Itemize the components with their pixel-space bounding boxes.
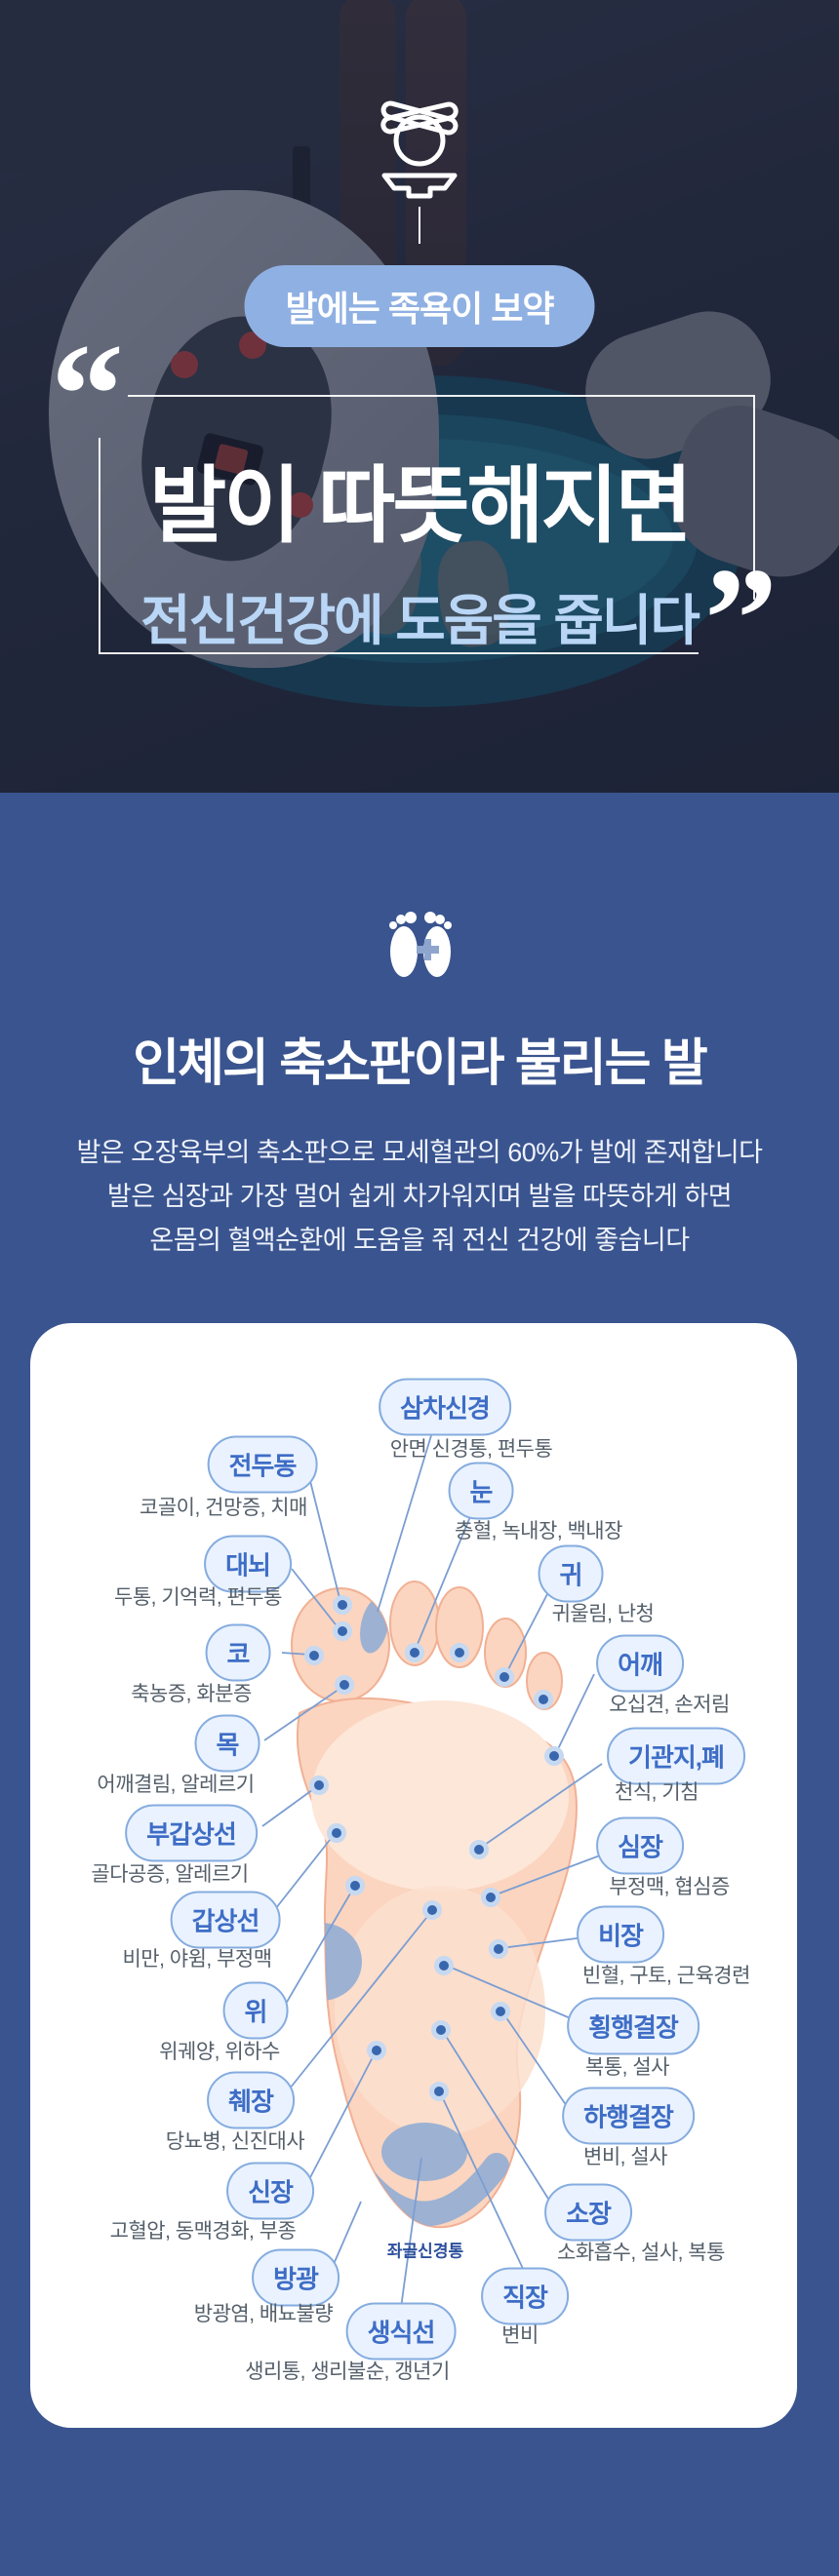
paragraph-line: 발은 오장육부의 축소판으로 모세혈관의 60%가 발에 존재합니다	[76, 1138, 763, 1167]
organ-label-trigeminal: 삼차신경	[379, 1378, 511, 1436]
foot-reflexology-diagram: 삼차신경 안면 신경통, 편두통 전두동 코골이, 건망증, 치매 눈 충혈, …	[30, 1323, 797, 2428]
organ-caption: 코골이, 건망증, 치매	[140, 1497, 307, 1519]
organ-caption: 소화흡수, 설사, 복통	[557, 2242, 725, 2264]
close-quote-mark: ”	[704, 538, 778, 700]
pressure-point-dot	[429, 2082, 449, 2101]
organ-label-rectum: 직장	[481, 2267, 569, 2325]
feet-icon	[389, 912, 452, 977]
plus-cross-icon	[417, 939, 439, 960]
section-title: 인체의 축소판이라 불리는 발	[133, 1035, 707, 1092]
organ-label-small-intestine: 소장	[544, 2183, 632, 2242]
organ-caption: 변비, 설사	[583, 2146, 667, 2168]
organ-label-heart: 심장	[596, 1816, 684, 1875]
organ-label-stomach: 위	[222, 1981, 289, 2040]
organ-caption: 위궤양, 위하수	[159, 2041, 280, 2063]
organ-label-spleen: 비장	[577, 1905, 664, 1964]
organ-caption: 천식, 기침	[615, 1781, 699, 1804]
section-paragraph: 발은 오장육부의 축소판으로 모세혈관의 60%가 발에 존재합니다 발은 심장…	[0, 1131, 839, 1263]
pressure-point-dot	[405, 1643, 424, 1662]
pressure-point-dot	[304, 1646, 324, 1665]
organ-label-transverse-colon: 횡행결장	[567, 1997, 699, 2055]
paragraph-line: 온몸의 혈액순환에 도움을 줘 전신 건강에 좋습니다	[149, 1226, 690, 1255]
quote-frame	[99, 395, 755, 654]
organ-caption: 부정맥, 협심증	[609, 1876, 730, 1898]
gonad-heel-zone	[381, 2123, 467, 2181]
organ-label-neck: 목	[194, 1714, 260, 1773]
organ-caption: 변비	[501, 2324, 539, 2347]
organ-label-ear: 귀	[538, 1544, 604, 1603]
open-quote-mark: “	[51, 314, 124, 476]
organ-label-kidney: 신장	[226, 2162, 314, 2220]
organ-label-gonad: 생식선	[345, 2302, 457, 2361]
organ-caption: 어깨결림, 알레르기	[97, 1774, 255, 1796]
pressure-point-dot	[534, 1690, 553, 1709]
organ-caption: 생리통, 생리불순, 갱년기	[245, 2361, 450, 2383]
ball-highlight	[311, 1700, 569, 1892]
quote-subtitle: 전신건강에 도움을 줍니다	[140, 590, 700, 651]
organ-caption: 방광염, 배뇨불량	[193, 2303, 334, 2325]
hero-photo: 발에는 족욕이 보약 “ ” 발이 따뜻해지면 전신건강에 도움을 줍니다	[0, 0, 839, 793]
pressure-point-dot	[495, 1667, 514, 1687]
vertical-divider	[419, 207, 420, 244]
organ-caption: 비만, 야윔, 부정맥	[122, 1948, 272, 1971]
frame-line-bottom	[99, 652, 699, 654]
foot-illustration	[261, 1431, 609, 2309]
pressure-point-dot	[489, 1939, 508, 1959]
pressure-point-dot	[450, 1643, 469, 1662]
frame-line-top	[128, 395, 755, 397]
pressure-point-dot	[422, 1900, 442, 1920]
hero-content: 발에는 족욕이 보약 “ ” 발이 따뜻해지면 전신건강에 도움을 줍니다	[0, 0, 839, 793]
organ-label-bronchus-lung: 기관지,폐	[607, 1727, 745, 1785]
organ-caption: 복통, 설사	[585, 2056, 669, 2079]
medicine-bowl-icon	[380, 100, 459, 199]
pressure-point-dot	[309, 1776, 329, 1795]
organ-label-bladder: 방광	[252, 2248, 340, 2307]
pressure-point-dot	[333, 1595, 352, 1615]
pressure-point-dot	[333, 1621, 352, 1641]
pressure-point-dot	[481, 1888, 500, 1907]
pressure-point-dot	[434, 1956, 454, 1975]
pressure-point-dot	[491, 2002, 510, 2021]
pressure-point-dot	[327, 1823, 346, 1843]
organ-label-descending-colon: 하행결장	[562, 2087, 695, 2145]
organ-label-eye: 눈	[448, 1462, 514, 1520]
pressure-point-dot	[431, 2020, 451, 2040]
organ-caption: 축농증, 화분증	[131, 1683, 252, 1705]
organ-caption: 충혈, 녹내장, 백내장	[455, 1520, 622, 1542]
quote-title: 발이 따뜻해지면	[149, 459, 693, 553]
stomach-zone	[292, 1923, 362, 2001]
organ-caption: 고혈압, 동맥경화, 부종	[109, 2220, 297, 2243]
organ-caption: 두통, 기억력, 편두통	[114, 1586, 282, 1609]
frame-line-left	[99, 438, 100, 654]
frame-line-right	[753, 395, 755, 600]
organ-label-parathyroid: 부갑상선	[125, 1804, 258, 1862]
sciatica-label: 좌골신경통	[386, 2242, 464, 2261]
organ-caption: 골다공증, 알레르기	[91, 1863, 249, 1886]
organ-label-shoulder: 어깨	[596, 1634, 684, 1693]
toe-4	[484, 1618, 527, 1688]
organ-label-thyroid: 갑상선	[170, 1891, 281, 1949]
organ-caption: 오십견, 손저림	[609, 1694, 730, 1716]
pressure-point-dot	[469, 1840, 489, 1859]
organ-label-nose: 코	[205, 1623, 271, 1682]
connector-lines	[261, 1431, 609, 2309]
toe-3	[435, 1586, 484, 1668]
organ-label-frontal-sinus: 전두동	[207, 1435, 318, 1494]
paragraph-line: 발은 심장과 가장 멀어 쉽게 차가워지며 발을 따뜻하게 하면	[106, 1182, 733, 1211]
organ-label-cerebrum: 대뇌	[204, 1535, 292, 1593]
organ-caption: 당뇨병, 신진대사	[165, 2130, 305, 2153]
pressure-point-dot	[335, 1675, 354, 1695]
pressure-point-dots	[304, 1595, 564, 2101]
organ-caption: 귀울림, 난청	[551, 1603, 655, 1625]
pressure-point-dot	[544, 1746, 564, 1766]
organ-caption: 빈혈, 구토, 근육경련	[582, 1965, 750, 1987]
reflexology-card: 삼차신경 안면 신경통, 편두통 전두동 코골이, 건망증, 치매 눈 충혈, …	[30, 1323, 797, 2428]
hero-badge: 발에는 족욕이 보약	[244, 265, 595, 347]
pressure-point-dot	[345, 1876, 365, 1895]
pressure-point-dot	[367, 2041, 386, 2060]
organ-caption: 안면 신경통, 편두통	[389, 1438, 553, 1461]
organ-label-pancreas: 췌장	[207, 2071, 295, 2129]
